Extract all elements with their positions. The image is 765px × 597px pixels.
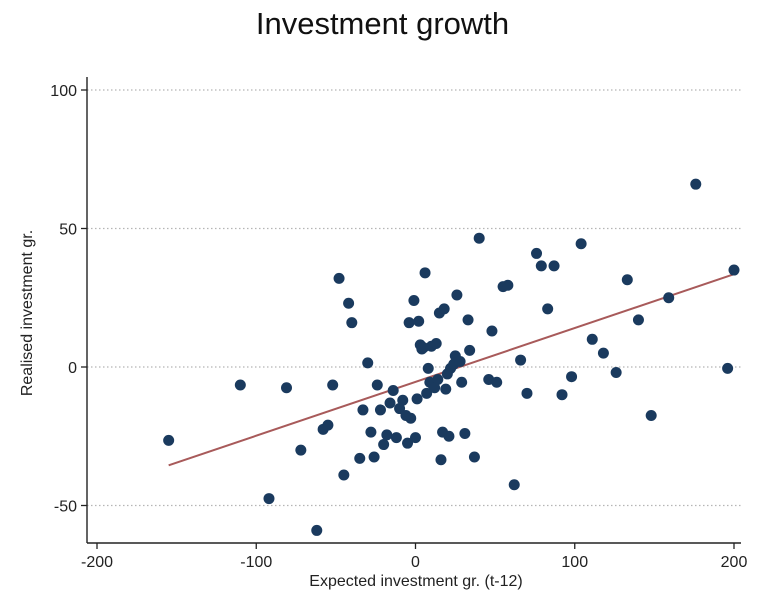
data-point (663, 292, 675, 304)
data-point (515, 354, 527, 366)
data-point (408, 295, 420, 307)
chart-title: Investment growth (255, 6, 510, 41)
data-point (403, 317, 415, 329)
data-point (531, 247, 543, 259)
data-point (456, 376, 468, 388)
data-point (535, 260, 547, 272)
data-point (432, 373, 444, 385)
data-point (405, 412, 417, 424)
data-point (419, 267, 431, 279)
data-point (381, 429, 393, 441)
grid-lines (87, 89, 741, 507)
data-point (311, 524, 323, 536)
data-point (338, 469, 350, 481)
data-point (429, 382, 441, 394)
data-point (384, 397, 396, 409)
data-point (473, 232, 485, 244)
data-point (410, 432, 421, 444)
data-point (440, 383, 452, 395)
y-tick-label: 100 (50, 83, 77, 100)
data-point (435, 454, 447, 466)
x-tick-label: -100 (240, 554, 272, 571)
data-point (621, 274, 633, 286)
data-point (548, 260, 560, 272)
data-point (464, 344, 476, 356)
data-point (362, 357, 374, 369)
data-point (462, 314, 474, 326)
data-point (486, 325, 498, 337)
data-points (163, 178, 740, 536)
data-point (521, 387, 533, 399)
data-point (163, 434, 175, 446)
data-point (295, 444, 307, 456)
data-point (502, 279, 514, 291)
y-tick-label: 0 (68, 360, 77, 377)
x-tick-label: 100 (561, 554, 588, 571)
data-point (586, 333, 598, 345)
y-axis-label: Realised investment gr. (19, 230, 36, 396)
data-point (365, 426, 377, 438)
x-tick-label: -200 (81, 554, 113, 571)
data-point (556, 389, 568, 401)
data-point (263, 493, 275, 505)
data-point (387, 385, 399, 397)
axes: -50 0 50 100 -200 -100 0 100 200 (50, 77, 747, 571)
data-point (542, 303, 554, 315)
data-point (343, 297, 355, 309)
data-point (422, 362, 434, 374)
data-point (234, 379, 246, 391)
data-point (394, 403, 406, 415)
data-point (690, 178, 702, 190)
data-point (322, 419, 334, 431)
data-point (610, 367, 622, 379)
data-point (346, 317, 358, 329)
data-point (390, 432, 402, 444)
data-point (281, 382, 293, 394)
data-point (402, 437, 414, 449)
x-tick-label: 0 (411, 554, 420, 571)
data-point (508, 479, 520, 491)
data-point (327, 379, 339, 391)
data-point (413, 315, 425, 327)
x-axis-label: Expected investment gr. (t-12) (309, 573, 522, 590)
data-point (378, 439, 390, 451)
data-point (632, 314, 644, 326)
data-point (368, 451, 380, 463)
data-point (451, 289, 463, 301)
data-point (566, 371, 578, 383)
data-point (333, 272, 345, 284)
data-point (371, 379, 383, 391)
data-point (443, 430, 455, 442)
data-point (374, 404, 386, 416)
data-point (728, 264, 740, 276)
data-point (430, 337, 442, 349)
data-point (454, 355, 466, 367)
data-point (575, 238, 587, 250)
y-tick-label: -50 (54, 499, 77, 516)
data-point (468, 451, 480, 463)
data-point (354, 452, 366, 464)
data-point (597, 347, 609, 359)
y-tick-label: 50 (59, 222, 77, 239)
x-tick-label: 200 (721, 554, 748, 571)
data-point (491, 376, 503, 388)
data-point (421, 387, 433, 399)
data-point (459, 427, 471, 439)
data-point (722, 362, 734, 374)
data-point (438, 303, 450, 315)
data-point (645, 409, 657, 421)
data-point (411, 393, 423, 405)
data-point (397, 394, 409, 406)
data-point (357, 404, 369, 416)
